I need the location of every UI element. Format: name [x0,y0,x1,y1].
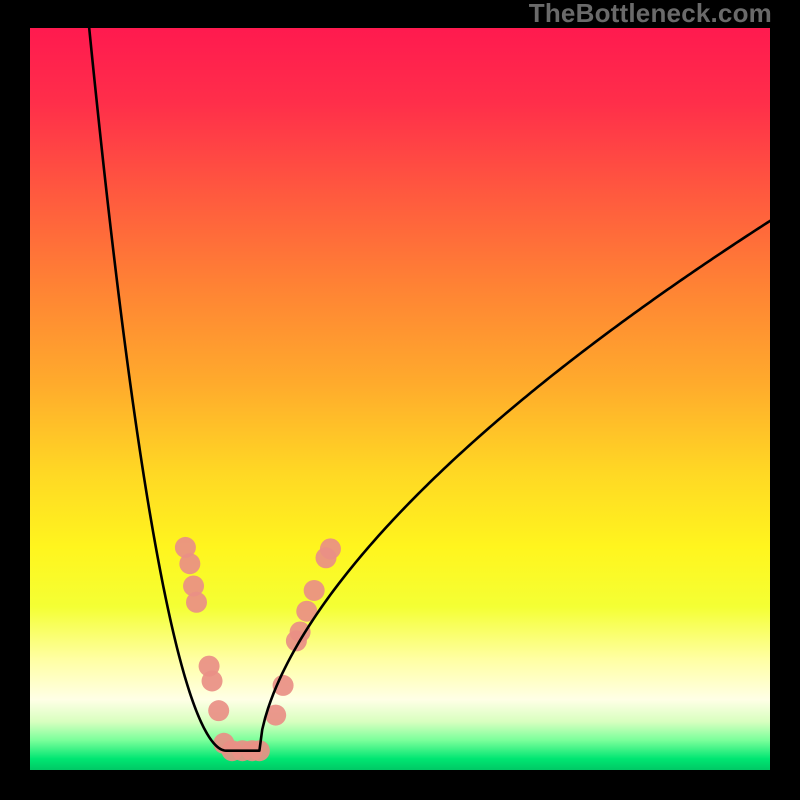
plot-area [30,28,770,770]
plot-svg [30,28,770,770]
data-marker [186,592,207,613]
data-marker [320,538,341,559]
data-marker [202,670,223,691]
bottleneck-curve [89,28,770,751]
watermark-text: TheBottleneck.com [529,0,772,29]
marker-group [175,537,341,761]
data-marker [179,553,200,574]
data-marker [304,580,325,601]
data-marker [208,700,229,721]
chart-canvas: TheBottleneck.com [0,0,800,800]
